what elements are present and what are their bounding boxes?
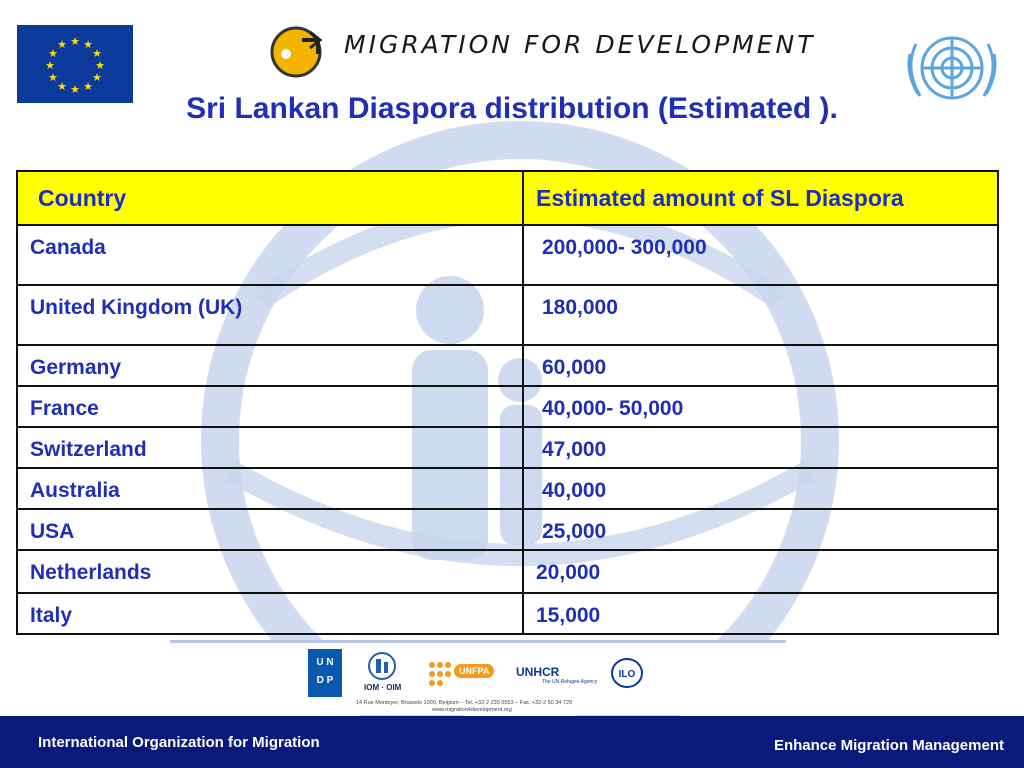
table-row: France 40,000- 50,000 (16, 385, 999, 428)
iom-globe-icon (368, 652, 396, 680)
table-row: Canada 200,000- 300,000 (16, 224, 999, 286)
country-cell: Italy (16, 592, 524, 635)
logo-wordmark: MIGRATION FOR DEVELOPMENT (344, 30, 816, 59)
table-row: United Kingdom (UK) 180,000 (16, 284, 999, 346)
amount-cell: 40,000- 50,000 (522, 385, 999, 428)
amount-cell: 60,000 (522, 344, 999, 387)
amount-cell: 25,000 (522, 508, 999, 551)
country-cell: United Kingdom (UK) (16, 284, 524, 346)
table-row: Switzerland 47,000 (16, 426, 999, 469)
ilo-logo: ILO (611, 658, 643, 688)
svg-text:★: ★ (48, 71, 58, 84)
header-country: Country (16, 170, 524, 226)
table-row: Australia 40,000 (16, 467, 999, 510)
migration-for-development-logo: MIGRATION FOR DEVELOPMENT (258, 18, 813, 84)
partner-address: 14 Rue Montoyer, Brussels 1000, Belgium … (356, 700, 573, 706)
table-row: Germany 60,000 (16, 344, 999, 387)
sun-icon (270, 26, 323, 78)
table-row: Italy 15,000 (16, 592, 999, 635)
amount-cell: 20,000 (522, 549, 999, 594)
amount-cell: 15,000 (522, 592, 999, 635)
un-emblem-logo (907, 36, 997, 100)
svg-text:ILO: ILO (619, 669, 636, 680)
table-row: Netherlands 20,000 (16, 549, 999, 594)
svg-text:D P: D P (317, 675, 334, 686)
svg-text:★: ★ (45, 59, 55, 72)
country-cell: Switzerland (16, 426, 524, 469)
svg-text:★: ★ (48, 47, 58, 60)
footer-tagline: Enhance Migration Management (773, 737, 1004, 754)
svg-text:U N: U N (316, 657, 333, 668)
undp-logo: U N D P (308, 649, 342, 697)
partner-website: www.migration4development.org (432, 707, 512, 713)
country-cell: USA (16, 508, 524, 551)
country-cell: Germany (16, 344, 524, 387)
unfpa-dots-icon (429, 662, 451, 686)
unhcr-label: UNHCR (516, 665, 560, 679)
country-cell: Australia (16, 467, 524, 510)
eu-flag-logo: ★ ★★ ★★★ ★★★ ★★★ (17, 25, 133, 103)
table-header-row: Country Estimated amount of SL Diaspora (16, 170, 999, 226)
svg-text:★: ★ (83, 38, 93, 51)
svg-text:★: ★ (92, 47, 102, 60)
unfpa-label: UNFPA (454, 664, 495, 678)
svg-text:★: ★ (95, 59, 105, 72)
partner-logos-strip: U N D P IOM · OIM UNFPA UNHCR The UN Ref… (170, 640, 786, 715)
svg-text:★: ★ (92, 71, 102, 84)
footer-organization: International Organization for Migration (38, 734, 320, 751)
svg-text:★: ★ (70, 83, 80, 96)
page-title: Sri Lankan Diaspora distribution (Estima… (186, 92, 838, 125)
country-cell: Canada (16, 224, 524, 286)
svg-text:★: ★ (83, 80, 93, 93)
amount-cell: 180,000 (522, 284, 999, 346)
svg-text:★: ★ (70, 35, 80, 48)
svg-text:★: ★ (57, 38, 67, 51)
svg-text:★: ★ (57, 80, 67, 93)
country-cell: France (16, 385, 524, 428)
country-cell: Netherlands (16, 549, 524, 594)
header-amount: Estimated amount of SL Diaspora (522, 170, 999, 226)
amount-cell: 40,000 (522, 467, 999, 510)
diaspora-table: Country Estimated amount of SL Diaspora … (16, 170, 999, 635)
amount-cell: 200,000- 300,000 (522, 224, 999, 286)
amount-cell: 47,000 (522, 426, 999, 469)
table-row: USA 25,000 (16, 508, 999, 551)
footer-bar: International Organization for Migration… (0, 716, 1024, 768)
iom-label: IOM · OIM (364, 683, 402, 692)
unhcr-subtitle: The UN Refugee Agency (542, 679, 598, 685)
